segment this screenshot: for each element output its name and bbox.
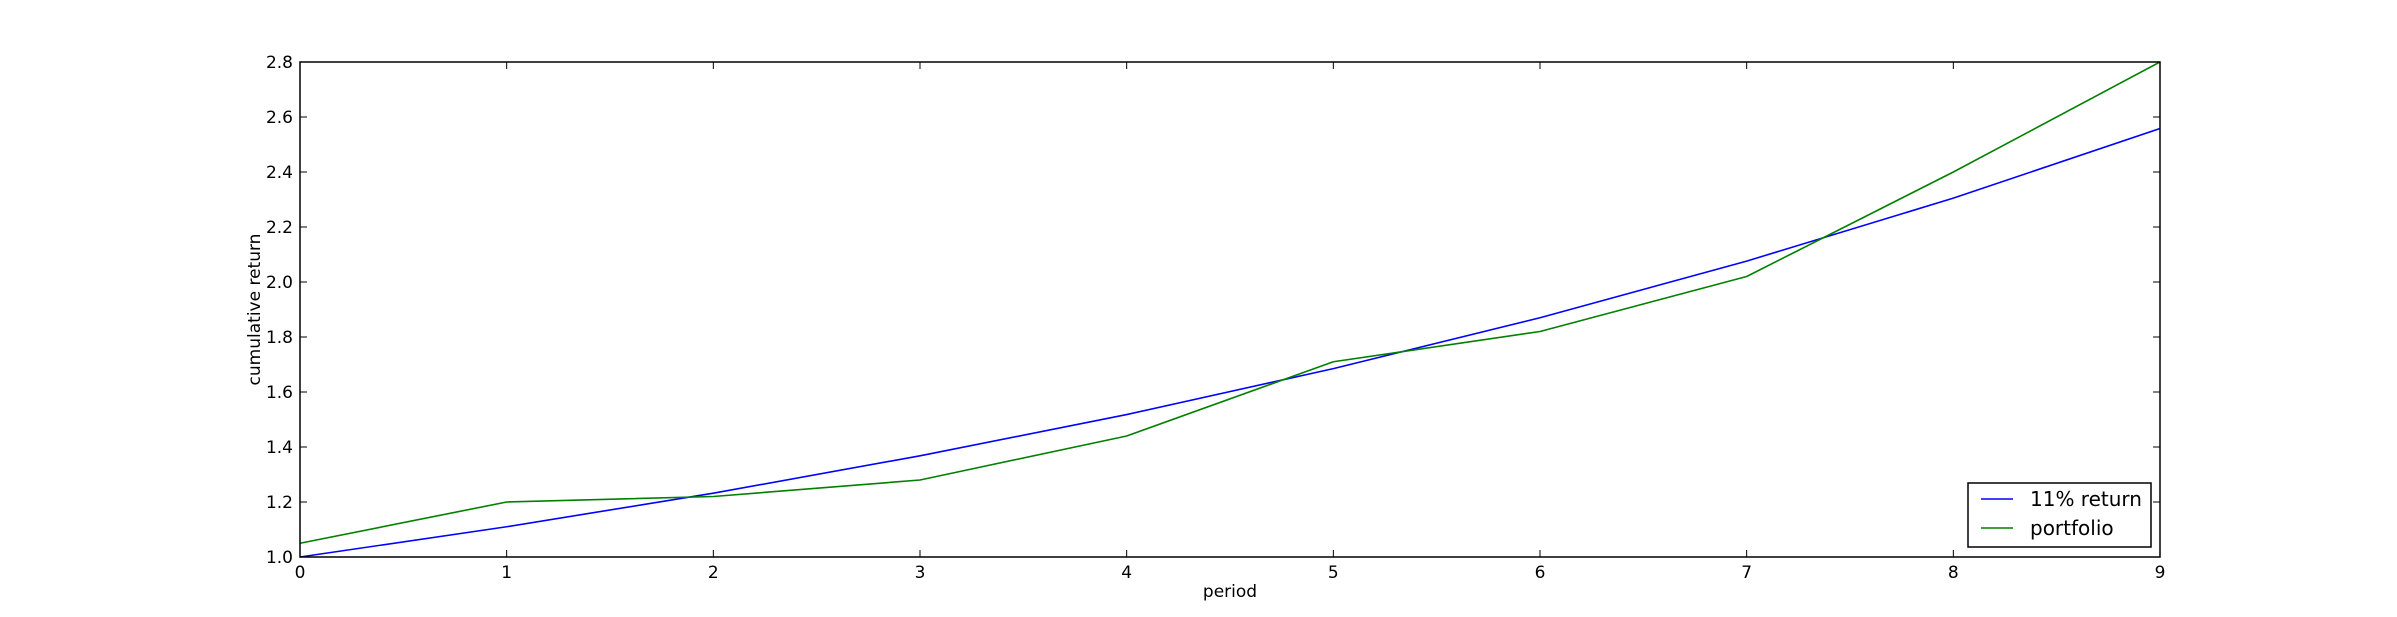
x-tick-label: 8	[1948, 563, 1959, 583]
x-tick-label: 1	[501, 563, 512, 583]
y-tick-label: 1.2	[266, 493, 293, 513]
x-tick-label: 2	[708, 563, 719, 583]
y-tick-label: 2.4	[266, 163, 293, 183]
x-axis-label: period	[1203, 582, 1257, 602]
series-line-11pct-return	[299, 127, 2161, 558]
y-tick-label: 1.8	[266, 328, 293, 348]
y-tick-label: 1.0	[266, 548, 293, 568]
y-tick-label: 2.2	[266, 218, 293, 238]
series-layer	[299, 61, 2161, 558]
y-tick-label: 2.6	[266, 108, 293, 128]
y-tick-label: 2.8	[266, 53, 293, 73]
x-tick-label: 9	[2155, 563, 2166, 583]
y-tick-label: 1.4	[266, 438, 293, 458]
ticks-layer: 0 1 2 3 4 5 6 7 8 9 1.0 1.2 1.4 1.6 1.8 2.0 2.2 2.4 2.6 2.8	[266, 53, 2165, 583]
y-axis-label: cumulative return	[245, 234, 265, 386]
series-line-portfolio	[299, 61, 2161, 545]
x-tick-label: 4	[1121, 563, 1132, 583]
x-tick-label: 6	[1535, 563, 1546, 583]
x-tick-label: 5	[1328, 563, 1339, 583]
y-tick-label: 2.0	[266, 273, 293, 293]
legend: 11% return portfolio	[1967, 482, 2152, 548]
x-tick-label: 3	[915, 563, 926, 583]
legend-label-portfolio: portfolio	[2030, 516, 2114, 540]
plot-frame	[299, 61, 2161, 558]
legend-label-11pct-return: 11% return	[2030, 487, 2142, 511]
y-tick-label: 1.6	[266, 383, 293, 403]
x-tick-label: 0	[295, 563, 306, 583]
x-tick-label: 7	[1741, 563, 1752, 583]
legend-box	[1967, 482, 2152, 548]
